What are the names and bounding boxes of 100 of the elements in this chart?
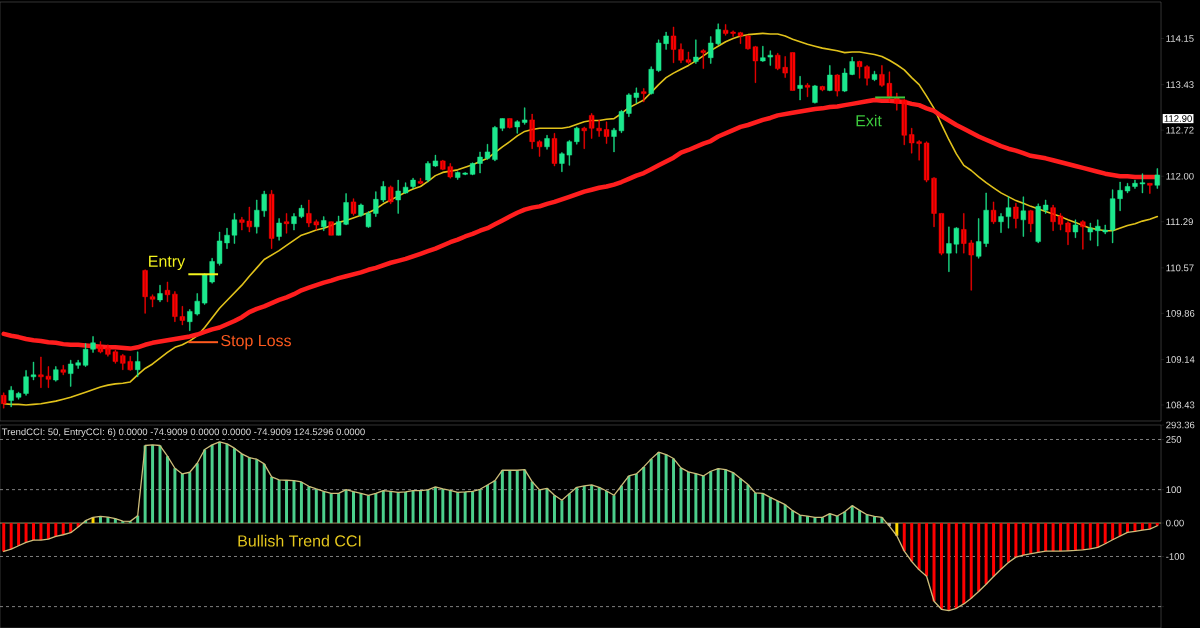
bar: [657, 452, 661, 524]
bar: [798, 515, 802, 524]
bar: [299, 481, 303, 524]
bar: [285, 480, 289, 524]
y-tick-label: 250: [1166, 436, 1182, 443]
bar: [1088, 523, 1092, 549]
bar: [530, 481, 534, 524]
bar: [188, 472, 192, 524]
candlestick: [1, 392, 7, 409]
bar: [969, 523, 973, 599]
bar: [634, 473, 638, 524]
bar: [724, 469, 728, 524]
y-tick-label: 293.36: [1166, 421, 1195, 429]
bar: [753, 492, 757, 524]
bar: [1118, 523, 1122, 537]
bar: [642, 466, 646, 524]
bar: [701, 475, 705, 524]
candlestick: [1013, 202, 1019, 229]
y-tick-label: 108.43: [1166, 401, 1195, 409]
candlestick: [819, 85, 826, 92]
text: 112.90: [1164, 115, 1192, 122]
bar: [605, 490, 609, 524]
candlestick: [8, 386, 14, 408]
bar: [1006, 523, 1010, 563]
bar: [694, 473, 698, 524]
bar: [173, 468, 177, 524]
bar: [255, 459, 259, 524]
candlestick: [514, 120, 520, 134]
bar: [277, 479, 281, 524]
bar: [791, 510, 795, 524]
candlestick: [53, 366, 59, 382]
bar: [858, 510, 862, 524]
y-tick-label: 109.14: [1166, 356, 1195, 363]
candlestick: [1028, 209, 1034, 233]
bar: [902, 523, 906, 552]
candlestick: [388, 185, 394, 205]
bar: [218, 441, 222, 524]
bar: [567, 493, 571, 524]
bar: [939, 523, 943, 610]
bar: [17, 523, 21, 546]
bar: [203, 449, 207, 524]
bar: [180, 473, 184, 524]
bar: [1126, 523, 1130, 533]
bar: [337, 493, 341, 524]
bar: [1036, 523, 1040, 553]
candlestick: [60, 365, 66, 376]
candlestick: [1035, 203, 1041, 244]
bar: [262, 463, 266, 524]
bar: [314, 488, 318, 524]
bar: [478, 489, 482, 524]
y-tick-label: 114.15: [1166, 35, 1194, 42]
bar: [426, 489, 430, 524]
bar: [500, 470, 504, 524]
bar: [143, 445, 147, 524]
bar: [411, 490, 415, 524]
bar: [560, 500, 564, 524]
y-tick-label: 112.72: [1166, 126, 1194, 134]
candlestick: [1087, 222, 1093, 241]
candlestick: [350, 198, 357, 216]
bar: [686, 471, 690, 524]
bar: [850, 505, 854, 524]
candlestick: [395, 179, 401, 214]
y-tick-label: 111.29: [1166, 218, 1193, 226]
candlestick: [693, 39, 699, 64]
bar: [485, 484, 489, 524]
annotation: Bullish Trend CCI: [238, 534, 361, 547]
bar: [404, 491, 408, 524]
y-tick-label: 100: [1166, 486, 1182, 493]
candlestick: [827, 65, 833, 92]
y-tick-label: 110.57: [1166, 264, 1194, 272]
bar: [917, 523, 921, 570]
bar: [649, 458, 653, 524]
bar: [433, 486, 437, 524]
bar: [322, 491, 326, 524]
bar: [590, 484, 594, 524]
bar: [761, 493, 765, 524]
bar: [54, 523, 58, 537]
bar: [463, 491, 467, 524]
candlestick: [135, 351, 141, 378]
bar: [679, 467, 683, 524]
bar: [240, 453, 244, 524]
candlestick: [551, 133, 558, 167]
candlestick: [328, 221, 334, 236]
candlestick: [789, 52, 796, 91]
bar: [165, 456, 169, 524]
bar: [545, 488, 549, 524]
bar: [1059, 523, 1063, 552]
candlestick: [648, 66, 654, 95]
candlestick: [1050, 204, 1056, 231]
bar: [352, 491, 355, 524]
annotation: Entry: [149, 255, 186, 271]
bar: [746, 484, 750, 524]
bar: [977, 523, 981, 592]
bar: [925, 523, 929, 577]
candlestick: [834, 74, 840, 97]
bar: [46, 523, 50, 540]
bar: [292, 480, 296, 524]
bar: [1081, 523, 1085, 550]
bar: [270, 476, 274, 524]
bar: [471, 491, 475, 524]
